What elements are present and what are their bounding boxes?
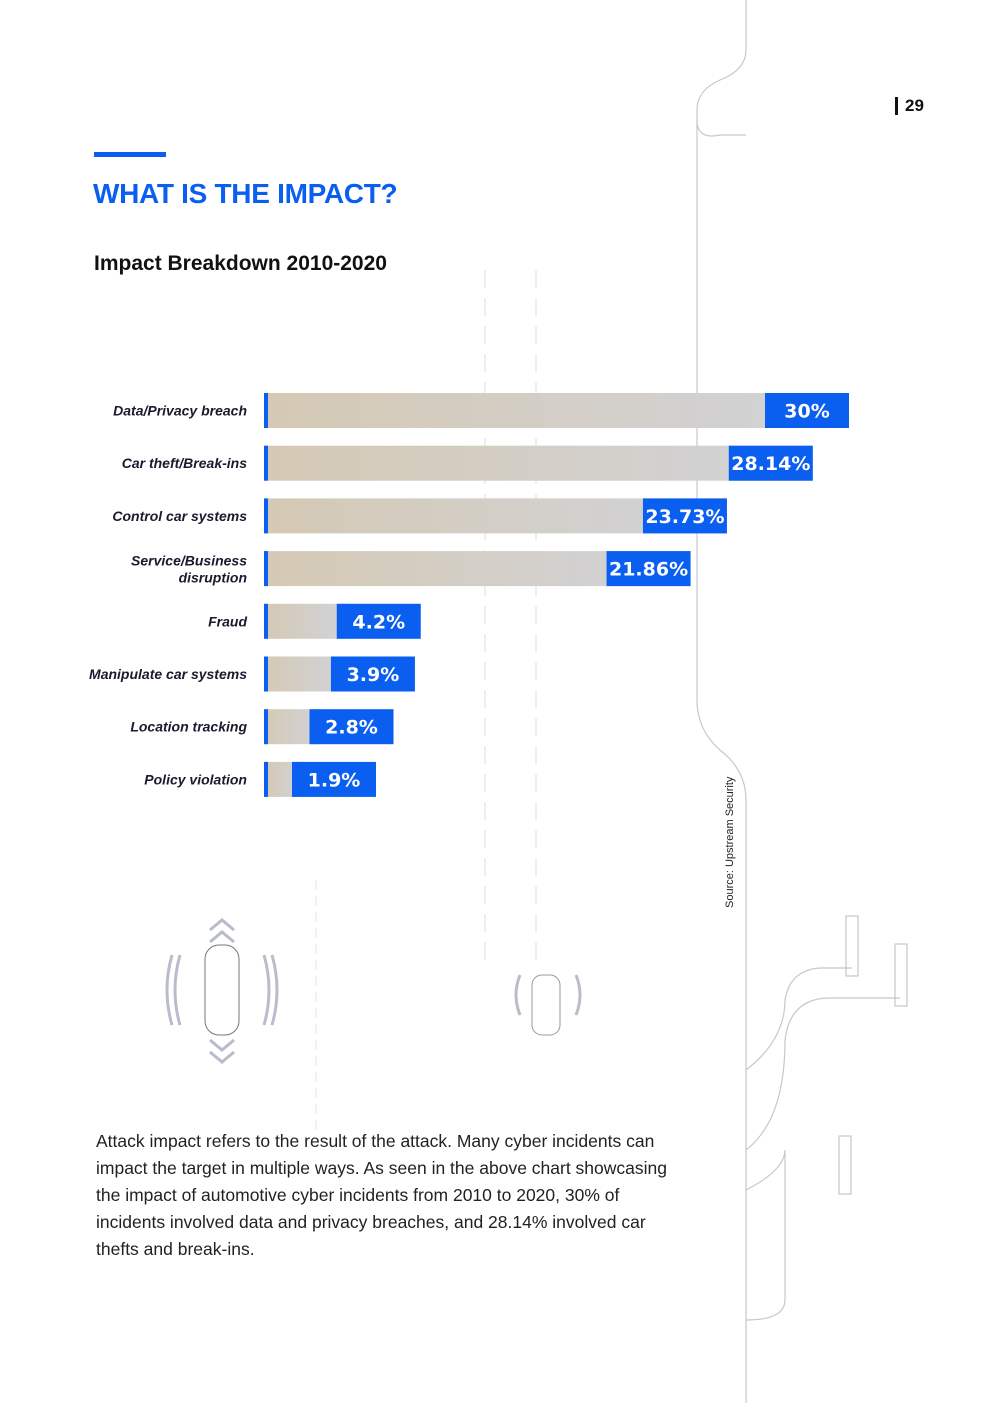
category-label: Data/Privacy breach [113,403,247,419]
category-label: Fraud [208,613,247,629]
value-box [765,393,849,428]
bar-start [264,551,268,587]
bar-start [264,603,268,639]
bar [265,445,813,481]
bar [265,656,341,692]
category-label: Policy violation [144,771,247,787]
value-label: 23.73% [645,506,724,528]
heading-rule [94,152,166,157]
bar-start [264,761,268,797]
body-text: Attack impact refers to the result of th… [96,1131,667,1259]
value-box [606,551,691,587]
source: Source: Upstream Security [724,776,736,908]
chart-title: Impact Breakdown 2010-2020 [94,252,387,275]
bar-start [264,393,268,428]
value-box [336,603,421,639]
value-box [642,498,727,534]
category-label: Manipulate car systems [89,666,247,682]
value-label: 1.9% [308,769,361,791]
value-label: 2.8% [325,717,378,739]
bar-start [264,709,268,745]
value-label: 3.9% [347,664,400,686]
bar-start [264,656,268,692]
value-label: 28.14% [731,453,810,475]
bar-start [264,445,268,481]
bar [265,603,347,639]
value-label: 30% [784,401,829,423]
category-label: Service/Business disruption [131,553,247,586]
heading: WHAT IS THE IMPACT? [93,178,398,209]
bar-start [264,498,268,534]
category-label: Car theft/Break-ins [122,455,247,471]
category-label: Location tracking [130,719,247,735]
value-box [291,761,376,797]
value-label: 21.86% [609,559,688,581]
value-box [309,709,394,745]
bar [265,393,849,428]
value-box [728,445,813,481]
category-label: Control car systems [112,508,247,524]
value-box [330,656,415,692]
value-label: 4.2% [352,611,405,633]
page-number: 29 [895,97,924,115]
